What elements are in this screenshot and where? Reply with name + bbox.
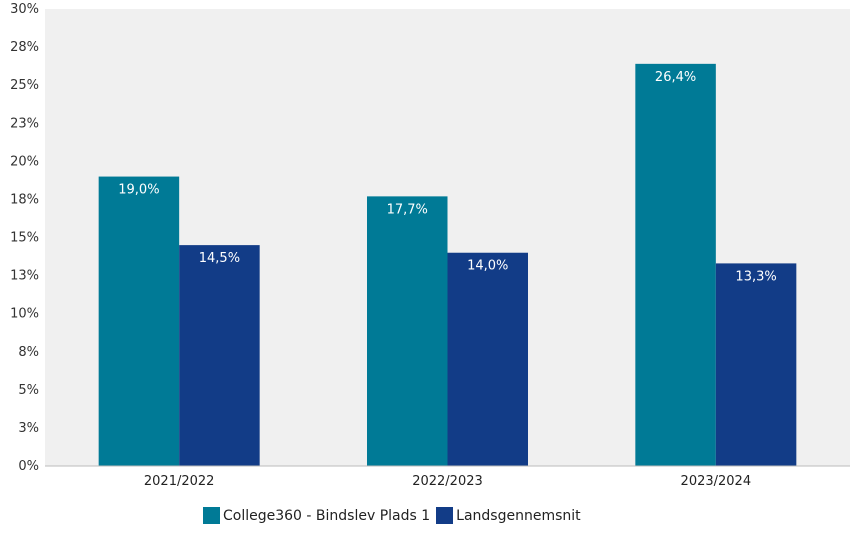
y-tick-label: 20% — [10, 154, 39, 169]
data-label: 19,0% — [118, 183, 159, 198]
x-category-label: 2023/2024 — [681, 474, 752, 489]
bar-college360[interactable] — [98, 176, 180, 467]
y-axis: 0% 3% 5% 8% 10% 13% 15% 18% 20% 23% 25% 28% 30% — [10, 2, 39, 474]
data-label: 13,3% — [735, 269, 776, 284]
y-tick-label: 15% — [10, 231, 39, 246]
y-tick-label: 0% — [18, 459, 39, 474]
legend-label-landsgennemsnit: Landsgennemsnit — [456, 507, 581, 524]
bar-landsgennemsnit[interactable] — [447, 252, 529, 466]
y-tick-label: 8% — [18, 345, 39, 360]
legend-swatch-landsgennemsnit — [436, 507, 454, 524]
y-tick-label: 23% — [10, 116, 39, 131]
bar-college360[interactable] — [367, 196, 448, 466]
bar-landsgennemsnit[interactable] — [179, 245, 260, 466]
x-category-label: 2022/2023 — [412, 474, 483, 489]
legend-label-college360: College360 - Bindslev Plads 1 — [223, 507, 431, 524]
y-tick-label: 25% — [10, 78, 39, 93]
y-tick-label: 28% — [10, 40, 39, 55]
data-label: 17,7% — [387, 202, 428, 217]
y-tick-label: 10% — [10, 307, 39, 322]
y-tick-label: 13% — [10, 269, 39, 284]
data-label: 26,4% — [655, 70, 696, 85]
bar-chart: 0% 3% 5% 8% 10% 13% 15% 18% 20% 23% 25% 28% 30% 19,0… — [10, 2, 850, 489]
data-label: 14,0% — [467, 259, 508, 274]
y-tick-label: 3% — [18, 421, 39, 436]
y-tick-label: 5% — [18, 383, 39, 398]
bar-landsgennemsnit[interactable] — [715, 263, 797, 466]
data-label: 14,5% — [199, 251, 240, 266]
bars-group: 19,0% 14,5% 17,7% 14,0% 26,4% 13,3% — [98, 63, 797, 467]
legend: College360 - Bindslev Plads 1 Landsgenne… — [203, 507, 587, 524]
y-tick-label: 30% — [10, 2, 39, 17]
y-tick-label: 18% — [10, 192, 39, 207]
x-axis: 2021/2022 2022/2023 2023/2024 — [144, 474, 751, 489]
legend-item-landsgennemsnit[interactable]: Landsgennemsnit — [436, 507, 581, 524]
legend-item-college360[interactable]: College360 - Bindslev Plads 1 — [203, 507, 430, 524]
bar-college360[interactable] — [635, 63, 716, 467]
x-category-label: 2021/2022 — [144, 474, 215, 489]
legend-swatch-college360 — [203, 507, 220, 524]
